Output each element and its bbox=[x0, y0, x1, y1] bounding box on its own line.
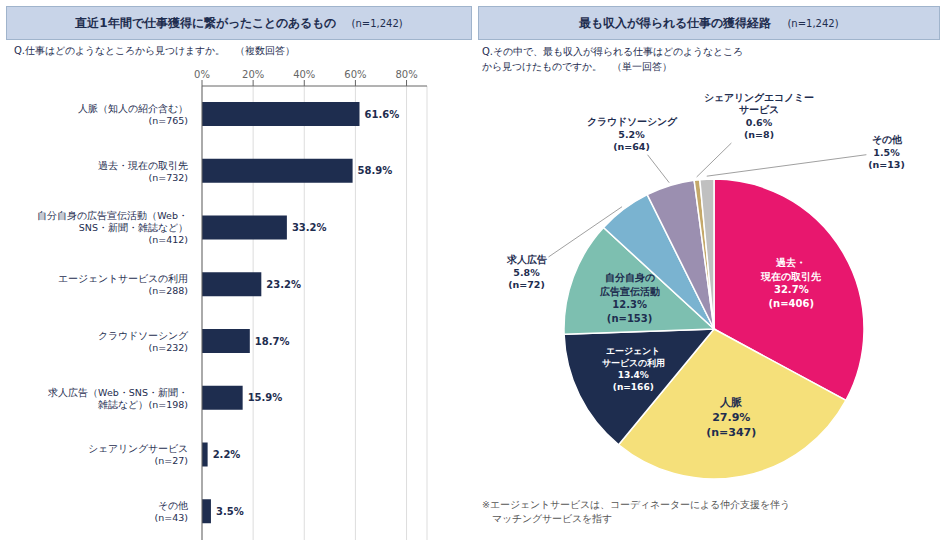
svg-text:クラウドソーシング(n=232): クラウドソーシング(n=232) bbox=[98, 330, 189, 353]
svg-text:15.9%: 15.9% bbox=[248, 392, 283, 403]
svg-text:エージェントサービスの利用(n=288): エージェントサービスの利用(n=288) bbox=[58, 273, 188, 296]
html-text:Q.その中で、最も収入が得られる仕事はどのようなところ から: Q.その中で、最も収入が得られる仕事はどのようなところ から見つけたものですか。… bbox=[482, 46, 744, 72]
svg-text:0%: 0% bbox=[194, 69, 210, 80]
svg-text:シェアリングエコノミーサービス0.6%(n=8): シェアリングエコノミーサービス0.6%(n=8) bbox=[704, 92, 814, 141]
svg-text:自分自身の広告宣伝活動12.3%(n=153): 自分自身の広告宣伝活動12.3%(n=153) bbox=[599, 272, 660, 324]
svg-text:18.7%: 18.7% bbox=[255, 336, 290, 347]
html-text:Q.仕事はどのようなところから見つけますか。 （複数回答）: Q.仕事はどのようなところから見つけますか。 （複数回答） bbox=[14, 45, 296, 56]
svg-text:40%: 40% bbox=[293, 69, 315, 80]
svg-text:33.2%: 33.2% bbox=[292, 222, 327, 233]
svg-text:3.5%: 3.5% bbox=[216, 506, 244, 517]
svg-text:シェアリングサービス(n=27): シェアリングサービス(n=27) bbox=[88, 443, 188, 466]
html-text:直近1年間で仕事獲得に繋がったことのあるもの: 直近1年間で仕事獲得に繋がったことのあるもの bbox=[75, 15, 336, 30]
svg-text:その他(n=43): その他(n=43) bbox=[155, 500, 188, 523]
html-text:※エージェントサービスは、コーディネーターによる仲介支援を伴: ※エージェントサービスは、コーディネーターによる仲介支援を伴う マッチングサービ… bbox=[482, 499, 790, 524]
svg-text:60%: 60% bbox=[344, 69, 366, 80]
svg-text:求人広告（Web・SNS・新聞・雑誌など）(n=198): 求人広告（Web・SNS・新聞・雑誌など）(n=198) bbox=[48, 387, 188, 410]
html-text:最も収入が得られる仕事の獲得経路: 最も収入が得られる仕事の獲得経路 bbox=[579, 15, 772, 30]
svg-text:23.2%: 23.2% bbox=[266, 279, 301, 290]
svg-text:求人広告5.8%(n=72): 求人広告5.8%(n=72) bbox=[506, 254, 547, 290]
svg-text:2.2%: 2.2% bbox=[213, 449, 241, 460]
svg-text:80%: 80% bbox=[395, 69, 417, 80]
svg-text:クラウドソーシング5.2%(n=64): クラウドソーシング5.2%(n=64) bbox=[587, 116, 678, 152]
svg-text:過去・現在の取引先(n=732): 過去・現在の取引先(n=732) bbox=[98, 160, 188, 183]
html-text:(n=1,242): (n=1,242) bbox=[351, 17, 403, 29]
svg-text:その他1.5%(n=13): その他1.5%(n=13) bbox=[868, 134, 905, 170]
svg-text:61.6%: 61.6% bbox=[365, 109, 400, 120]
html-text:(n=1,242): (n=1,242) bbox=[787, 17, 839, 29]
svg-text:58.9%: 58.9% bbox=[358, 165, 393, 176]
svg-text:エージェントサービスの利用13.4%(n=166): エージェントサービスの利用13.4%(n=166) bbox=[602, 346, 665, 392]
svg-text:過去・現在の取引先32.7%(n=406): 過去・現在の取引先32.7%(n=406) bbox=[760, 257, 821, 309]
svg-text:人脈（知人の紹介含む）(n=765): 人脈（知人の紹介含む）(n=765) bbox=[78, 103, 188, 126]
svg-text:自分自身の広告宣伝活動（Web・SNS・新聞・雑誌など）(n: 自分自身の広告宣伝活動（Web・SNS・新聞・雑誌など）(n=412) bbox=[37, 210, 188, 245]
svg-text:人脈27.9%(n=347): 人脈27.9%(n=347) bbox=[706, 396, 756, 439]
svg-text:20%: 20% bbox=[242, 69, 264, 80]
